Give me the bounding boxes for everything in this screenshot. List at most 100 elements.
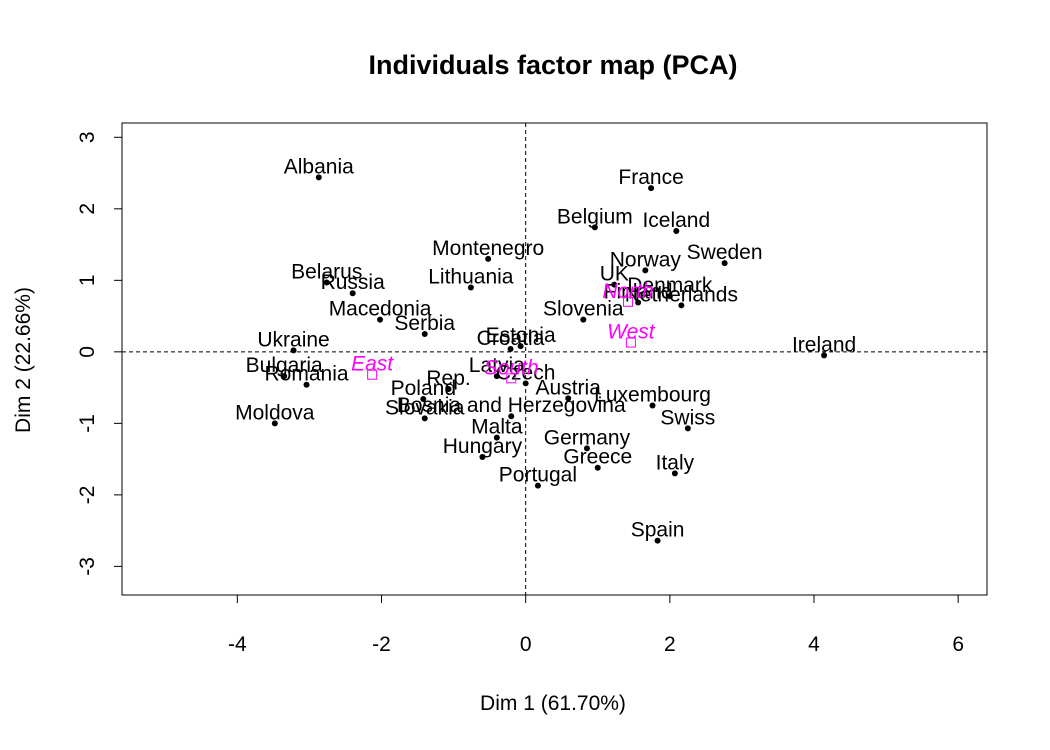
- data-point: [583, 445, 590, 452]
- point-label: Hungary: [443, 435, 523, 458]
- point-label: Croatia: [477, 327, 545, 350]
- point-label: Austria: [536, 376, 602, 399]
- chart-title: Individuals factor map (PCA): [368, 50, 737, 80]
- x-tick-label: -4: [228, 633, 247, 656]
- x-tick-label: 2: [664, 633, 676, 656]
- supplementary-label: South: [484, 356, 539, 379]
- point-label: Norway: [610, 248, 682, 271]
- supplementary-point: [623, 296, 634, 307]
- point-label: Spain: [631, 519, 685, 542]
- point-label: Serbia: [394, 312, 455, 335]
- y-tick-label: 1: [76, 274, 99, 286]
- data-point: [420, 396, 427, 403]
- data-point: [349, 290, 356, 297]
- x-tick-label: 4: [808, 633, 820, 656]
- y-tick-label: -2: [76, 486, 99, 505]
- data-point: [421, 415, 428, 422]
- point-label: Finland: [604, 281, 673, 304]
- point-label: Denmark: [627, 274, 713, 297]
- supplementary-label: East: [351, 353, 394, 376]
- point-label: Swiss: [660, 406, 715, 429]
- supplementary-label: North: [602, 280, 653, 303]
- y-axis: -3 -2 -1 0 1 2 3: [76, 131, 123, 576]
- x-axis-label: Dim 1 (61.70%): [480, 692, 626, 715]
- point-label: France: [618, 166, 683, 189]
- data-point: [507, 345, 514, 352]
- data-point: [493, 434, 500, 441]
- point-label: Moldova: [235, 401, 315, 424]
- data-point: [445, 386, 452, 393]
- data-point: [377, 316, 384, 323]
- supplementary-point: [506, 373, 517, 384]
- point-label: Italy: [656, 451, 695, 474]
- data-point: [565, 395, 572, 402]
- point-label: Iceland: [642, 209, 710, 232]
- y-tick-label: -3: [76, 557, 99, 576]
- point-label: Luxembourg: [594, 383, 711, 406]
- data-point: [493, 373, 500, 380]
- point-label: Estonia: [486, 324, 556, 347]
- point-label: Greece: [563, 446, 632, 469]
- data-point: [290, 347, 297, 354]
- data-point: [673, 227, 680, 234]
- point-label: Rep.: [426, 367, 470, 390]
- point-label: Netherlands: [625, 283, 738, 306]
- data-point: [467, 284, 474, 291]
- point-label: Montenegro: [432, 237, 544, 260]
- individuals-points: Albania France Belgium Iceland Montenegro Swe…: [235, 155, 856, 544]
- point-label: Portugal: [499, 464, 577, 487]
- data-point: [485, 255, 492, 262]
- point-label: UK: [600, 263, 629, 286]
- data-point: [642, 267, 649, 274]
- y-tick-label: 2: [76, 203, 99, 215]
- point-label: Macedonia: [329, 298, 432, 321]
- y-axis-label: Dim 2 (22.66%): [12, 287, 35, 433]
- data-point: [534, 482, 541, 489]
- data-point: [591, 224, 598, 231]
- data-point: [508, 413, 515, 420]
- point-label: Malta: [471, 416, 523, 439]
- y-tick-label: 0: [76, 346, 99, 358]
- y-tick-label: 3: [76, 131, 99, 143]
- data-point: [271, 420, 278, 427]
- point-label: Ukraine: [257, 328, 329, 351]
- point-label: Ireland: [792, 333, 856, 356]
- point-label: Germany: [544, 426, 631, 449]
- point-label: Czech: [496, 361, 556, 384]
- x-axis: -4 -2 0 2 4 6: [228, 594, 964, 656]
- data-point: [611, 281, 618, 288]
- data-point: [323, 279, 330, 286]
- data-point: [666, 293, 673, 300]
- point-label: Bulgaria: [246, 354, 323, 377]
- data-point: [671, 470, 678, 477]
- data-point: [654, 537, 661, 544]
- point-label: Slovenia: [543, 298, 624, 321]
- point-label: Albania: [284, 155, 354, 178]
- point-label: Bosnia and Herzegovina: [397, 394, 626, 417]
- supplementary-label: West: [607, 321, 656, 344]
- point-label: Slovakia: [385, 396, 465, 419]
- data-point: [281, 373, 288, 380]
- point-label: Latvia: [469, 354, 525, 377]
- data-point: [635, 299, 642, 306]
- data-point: [580, 316, 587, 323]
- data-point: [303, 381, 310, 388]
- data-point: [594, 464, 601, 471]
- data-point: [678, 302, 685, 309]
- data-point: [517, 343, 524, 350]
- point-label: Sweden: [687, 241, 763, 264]
- data-point: [821, 352, 828, 359]
- supplementary-points: North West South East: [351, 280, 656, 384]
- data-point: [421, 330, 428, 337]
- point-label: Russia: [321, 271, 386, 294]
- x-tick-label: 6: [952, 633, 964, 656]
- supplementary-point: [625, 337, 636, 348]
- supplementary-point: [367, 369, 378, 380]
- point-label: Belarus: [291, 260, 362, 283]
- y-tick-label: -1: [76, 414, 99, 433]
- data-point: [315, 174, 322, 181]
- data-point: [721, 260, 728, 267]
- point-label: Romania: [265, 363, 349, 386]
- x-tick-label: 0: [520, 633, 532, 656]
